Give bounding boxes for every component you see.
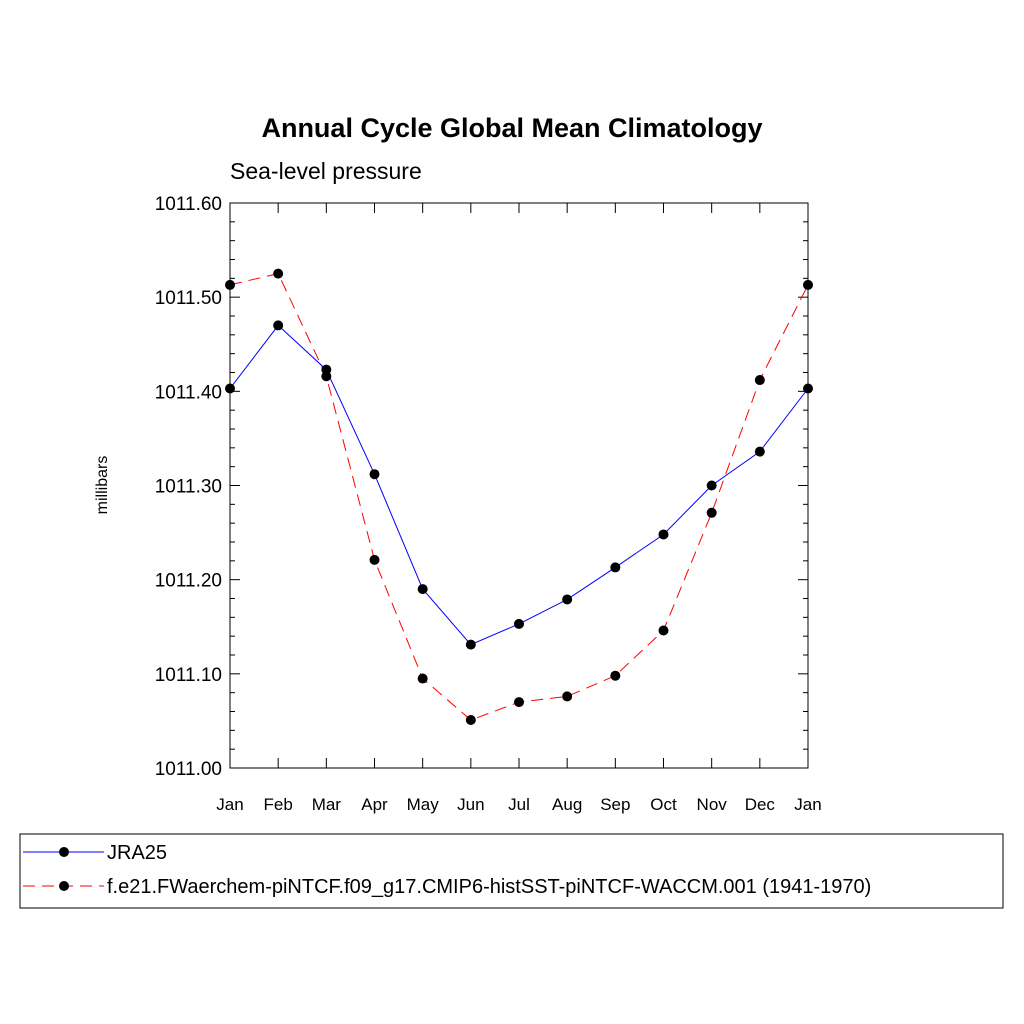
legend-marker-jra25	[59, 847, 69, 857]
x-tick-label: Feb	[264, 795, 293, 814]
series-0-point	[610, 562, 621, 573]
series-1-point	[754, 375, 765, 386]
series-1-point	[273, 268, 284, 279]
series-1-point	[465, 714, 476, 725]
y-tick-label: 1011.10	[155, 665, 222, 686]
series-0-point	[706, 480, 717, 491]
x-tick-label: Nov	[697, 795, 728, 814]
y-tick-label: 1011.30	[155, 477, 222, 498]
chart-subtitle: Sea-level pressure	[230, 158, 422, 184]
plot-series	[225, 268, 813, 725]
series-1-point	[658, 625, 669, 636]
plot-frame	[229, 202, 809, 769]
series-0-point	[562, 594, 573, 605]
series-0-point	[273, 320, 284, 331]
x-tick-label: Jan	[216, 795, 243, 814]
x-tick-label: Oct	[650, 795, 677, 814]
series-0-point	[514, 618, 524, 629]
x-tick-label: Apr	[361, 795, 388, 814]
legend-box	[19, 833, 1004, 909]
series-0-point	[369, 469, 380, 480]
series-line-1	[229, 273, 809, 721]
series-1-point	[706, 507, 717, 518]
x-tick-label: Jun	[457, 795, 484, 814]
legend-label-jra25: JRA25	[107, 842, 167, 864]
series-1-point	[321, 371, 332, 382]
chart-title: Annual Cycle Global Mean Climatology	[261, 113, 762, 143]
y-tick-label: 1011.50	[155, 288, 222, 309]
series-1-point	[417, 673, 428, 684]
x-tick-label: Mar	[312, 795, 342, 814]
x-tick-label: Dec	[745, 795, 776, 814]
y-axis-label: millibars	[94, 456, 111, 515]
y-tick-label: 1011.00	[155, 759, 222, 780]
y-tick-label: 1011.40	[155, 382, 222, 403]
legend: JRA25 f.e21.FWaerchem-piNTCF.f09_g17.CMI…	[19, 833, 1004, 909]
axes: 1011.00 1011.10 1011.20 1011.30 1011.40 1011.…	[155, 194, 822, 814]
series-1-point	[610, 670, 621, 681]
series-0-point	[465, 639, 476, 650]
series-1-point	[562, 691, 573, 702]
x-tick-label: Jul	[508, 795, 530, 814]
y-tick-label: 1011.20	[155, 571, 222, 592]
x-tick-label: Aug	[552, 795, 582, 814]
series-1-point	[514, 697, 524, 708]
y-tick-label: 1011.60	[155, 194, 222, 215]
x-tick-label: Jan	[794, 795, 821, 814]
series-0-point	[417, 584, 428, 595]
series-0-point	[754, 446, 765, 457]
legend-marker-model	[59, 881, 69, 891]
x-tick-label: Sep	[600, 795, 630, 814]
legend-label-model: f.e21.FWaerchem-piNTCF.f09_g17.CMIP6-his…	[107, 876, 871, 898]
series-1-point	[369, 554, 380, 565]
series-0-point	[658, 529, 669, 540]
x-tick-label: May	[407, 795, 440, 814]
